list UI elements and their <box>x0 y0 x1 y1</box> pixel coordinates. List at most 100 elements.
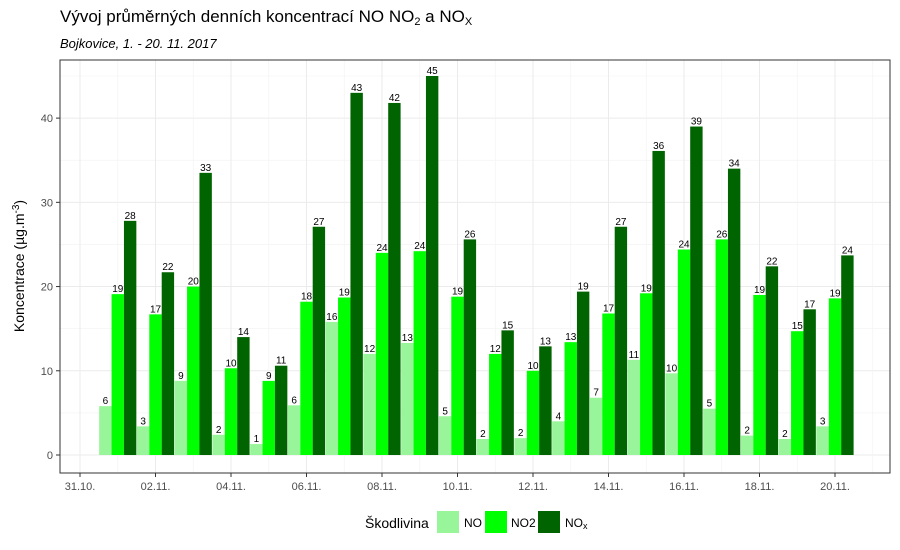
bar-value-label: 10 <box>225 358 237 369</box>
bar-nox <box>312 226 326 455</box>
bar-nox <box>576 291 590 455</box>
bar-value-label: 14 <box>238 327 250 338</box>
bar-no <box>401 342 414 455</box>
legend-label-no: NO <box>464 516 482 530</box>
bar-no <box>514 438 527 455</box>
bar-no2 <box>300 301 313 455</box>
bar-no <box>325 321 339 455</box>
bar-nox <box>539 346 552 455</box>
bar-value-label: 13 <box>565 332 577 343</box>
bar-no2 <box>111 294 124 455</box>
x-tick-label: 02.11. <box>141 481 171 493</box>
bar-nox <box>652 150 665 456</box>
bar-value-label: 17 <box>804 299 816 310</box>
bar-no <box>174 380 188 455</box>
bar-no2 <box>224 368 238 455</box>
bar-no <box>627 359 641 455</box>
legend-key-no2 <box>485 511 507 533</box>
bar-value-label: 27 <box>313 217 325 228</box>
bar-value-label: 24 <box>376 243 388 254</box>
bar-value-label: 24 <box>842 245 854 256</box>
bar-value-label: 13 <box>540 336 552 347</box>
bar-nox <box>614 226 628 455</box>
bar-nox <box>161 272 175 455</box>
bar-no <box>552 421 565 455</box>
x-tick-label: 16.11. <box>669 481 699 493</box>
bar-value-label: 22 <box>766 256 778 267</box>
bar-no2 <box>715 239 728 455</box>
bar-value-label: 19 <box>754 285 766 296</box>
bar-value-label: 27 <box>615 217 627 228</box>
x-tick-label: 10.11. <box>443 481 473 493</box>
bar-value-label: 9 <box>266 371 272 382</box>
bar-no2 <box>262 380 275 455</box>
bar-value-label: 34 <box>729 159 741 170</box>
bar-no2 <box>677 249 691 455</box>
legend-key-nox <box>538 511 560 533</box>
bar-value-label: 15 <box>792 321 804 332</box>
bar-value-label: 2 <box>782 429 788 440</box>
bar-value-label: 36 <box>653 141 665 152</box>
bar-no <box>212 434 225 455</box>
bar-no2 <box>187 286 200 455</box>
y-axis: 0 10 20 30 40 <box>41 113 60 462</box>
bar-value-label: 33 <box>200 163 212 174</box>
y-tick-label: 30 <box>41 197 53 209</box>
bar-no <box>665 373 678 455</box>
bar-no2 <box>489 353 502 455</box>
bar-no <box>816 426 829 455</box>
legend-label-nox: NOx <box>565 516 588 531</box>
bar-value-label: 5 <box>442 406 448 417</box>
x-axis: 31.10. 02.11. 04.11. 06.11. 08.11. 10.11. 12.1… <box>65 473 850 493</box>
x-tick-label: 14.11. <box>594 481 624 493</box>
bar-nox <box>463 239 477 455</box>
x-tick-label: 18.11. <box>745 481 775 493</box>
bar-nox <box>388 102 401 455</box>
bar-value-label: 15 <box>502 320 514 331</box>
bar-value-label: 6 <box>103 396 109 407</box>
bar-nox <box>765 266 779 455</box>
bar-value-label: 17 <box>150 304 162 315</box>
legend-key-no <box>437 511 459 533</box>
bar-no2 <box>564 342 577 455</box>
bar-no <box>476 438 490 455</box>
bar-no <box>250 444 263 455</box>
legend-title: Škodlivina <box>365 515 429 531</box>
bar-value-label: 19 <box>829 288 841 299</box>
bar-no <box>703 408 716 455</box>
bar-value-label: 2 <box>518 428 524 439</box>
bar-value-label: 2 <box>480 429 486 440</box>
bar-value-label: 28 <box>125 211 137 222</box>
bar-no2 <box>375 252 389 455</box>
bar-no <box>136 426 150 455</box>
bar-nox <box>274 365 288 455</box>
y-axis-label: Koncentrace (µg.m-3) <box>11 200 27 332</box>
bar-value-label: 1 <box>254 434 260 445</box>
bar-value-label: 20 <box>188 277 200 288</box>
bars-group <box>99 76 854 456</box>
bar-value-label: 26 <box>464 229 476 240</box>
bar-nox <box>841 255 854 455</box>
chart-subtitle: Bojkovice, 1. - 20. 11. 2017 <box>60 36 217 51</box>
bar-value-label: 11 <box>276 356 287 367</box>
bar-no2 <box>526 370 540 455</box>
bar-no2 <box>753 294 766 455</box>
bar-no2 <box>791 331 804 455</box>
bar-no2 <box>828 298 842 455</box>
bar-nox <box>690 126 703 456</box>
bar-value-label: 19 <box>112 284 124 295</box>
y-tick-label: 20 <box>41 282 53 294</box>
bar-no <box>99 406 112 455</box>
bar-nox <box>237 337 250 455</box>
bar-nox <box>123 220 137 455</box>
bar-value-label: 22 <box>162 262 174 273</box>
bar-no <box>740 435 754 455</box>
bar-value-label: 43 <box>351 83 363 94</box>
x-tick-label: 08.11. <box>367 481 397 493</box>
bar-no2 <box>413 251 426 455</box>
bar-nox <box>199 172 212 455</box>
x-tick-label: 04.11. <box>216 481 246 493</box>
bar-value-label: 24 <box>414 241 426 252</box>
bar-value-label: 11 <box>629 350 640 361</box>
bar-no2 <box>338 297 351 455</box>
